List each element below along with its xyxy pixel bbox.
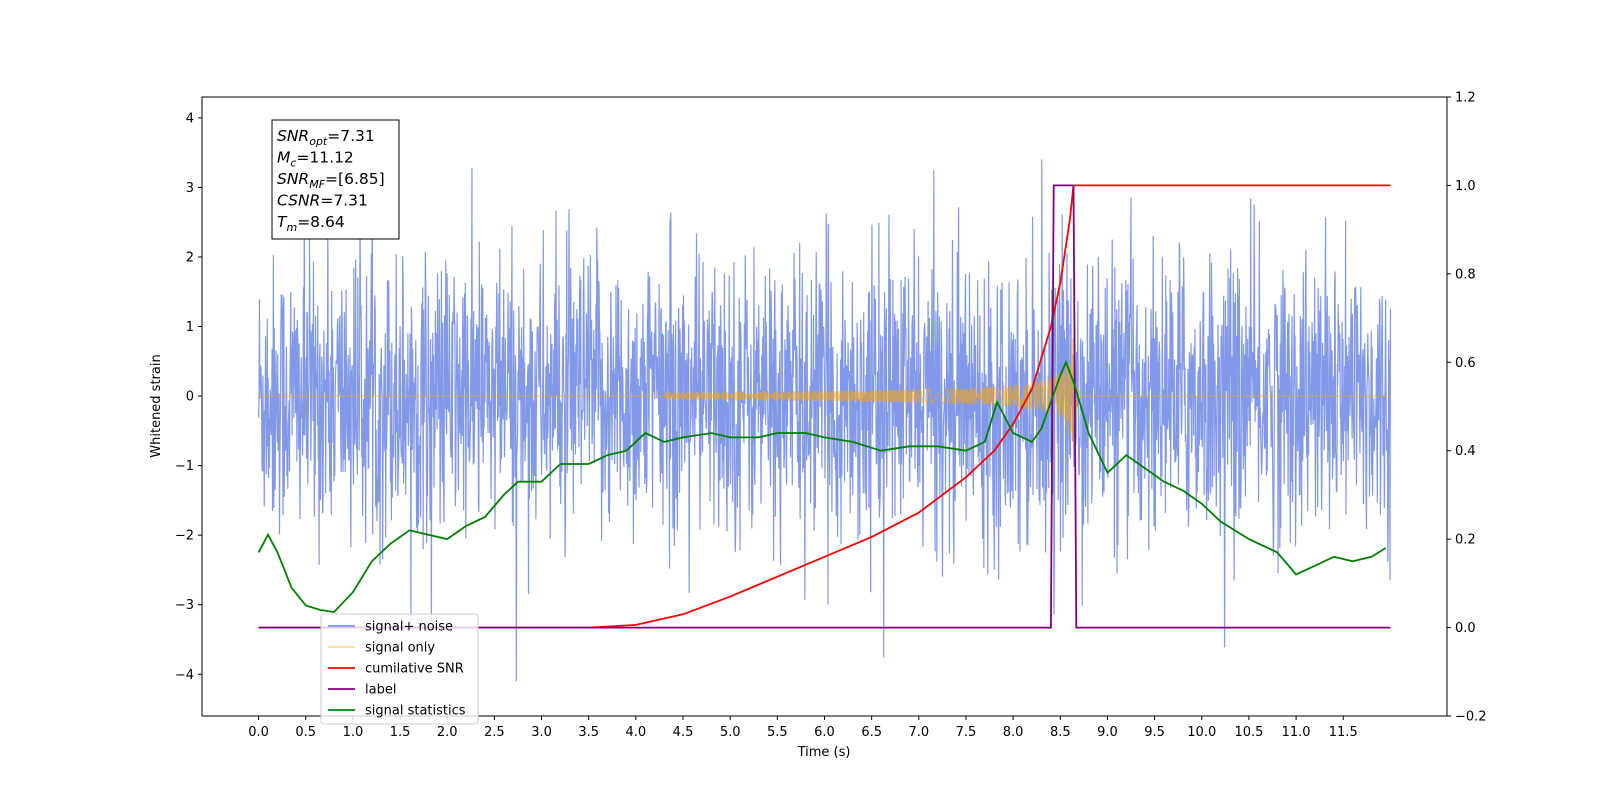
x-tick-label: 3.5	[578, 725, 599, 740]
y-left-tick-label: −4	[175, 668, 194, 683]
info-box-line: SNRMF=[6.85]	[277, 170, 385, 191]
y-left-tick-label: 0	[186, 390, 194, 405]
legend: signal+ noise signal only cumilative SNR la…	[320, 613, 479, 725]
y-right-tick-label: 0.4	[1455, 444, 1476, 459]
series-signal-plus-noise	[257, 135, 1392, 682]
y-right-tick-label: −0.2	[1455, 710, 1487, 725]
info-box: SNRopt=7.31Mc=11.12SNRMF=[6.85]CSNR=7.31…	[271, 119, 400, 240]
x-tick-label: 7.5	[956, 725, 977, 740]
x-tick-label: 0.0	[248, 725, 269, 740]
y-axis-right-ticks: 1.2 1.0 0.8 0.6 0.4 0.2 0.0 −0.2	[1447, 91, 1487, 725]
y-axis-label: Whitened strain	[149, 354, 164, 457]
x-tick-label: 5.5	[767, 725, 788, 740]
y-axis-left-ticks: 4 3 2 1 0 −1 −2 −3 −4	[175, 111, 202, 683]
y-right-tick-label: 1.2	[1455, 91, 1476, 106]
y-right-tick-label: 0.6	[1455, 356, 1476, 371]
x-tick-label: 2.0	[437, 725, 458, 740]
x-tick-label: 4.0	[626, 725, 647, 740]
info-box-line: Tm=8.64	[277, 213, 345, 234]
x-tick-label: 1.0	[343, 725, 364, 740]
legend-label: cumilative SNR	[365, 662, 464, 677]
legend-label: signal statistics	[365, 704, 466, 719]
legend-label: signal+ noise	[365, 620, 453, 635]
x-tick-label: 6.5	[861, 725, 882, 740]
x-axis-ticks: 0.0 0.5 1.0 1.5 2.0 2.5 3.0 3.5 4.0 4.5 5.0 5.5 6.0 6…	[248, 716, 1358, 740]
legend-label: signal only	[365, 641, 435, 656]
x-tick-label: 10.0	[1187, 725, 1216, 740]
y-left-tick-label: −2	[175, 529, 194, 544]
x-tick-label: 9.0	[1097, 725, 1118, 740]
x-tick-label: 10.5	[1234, 725, 1263, 740]
x-tick-label: 6.0	[814, 725, 835, 740]
y-right-tick-label: 0.8	[1455, 267, 1476, 282]
info-box-line: SNRopt=7.31	[277, 127, 375, 148]
y-right-tick-label: 1.0	[1455, 179, 1476, 194]
x-tick-label: 7.0	[908, 725, 929, 740]
legend-frame	[320, 613, 479, 725]
x-tick-label: 8.0	[1003, 725, 1024, 740]
series-signal-only	[258, 337, 1391, 443]
x-tick-label: 11.0	[1282, 725, 1311, 740]
series-line-cumilative-snr	[258, 184, 1391, 629]
signal-only-line	[258, 337, 1391, 443]
y-left-tick-label: 1	[186, 320, 194, 335]
y-left-tick-label: 4	[186, 111, 194, 126]
info-box-frame	[271, 119, 400, 240]
series-line-label	[258, 184, 1391, 629]
x-tick-label: 2.5	[484, 725, 505, 740]
x-tick-label: 5.0	[720, 725, 741, 740]
x-tick-label: 3.0	[531, 725, 552, 740]
y-right-tick-label: 0.0	[1455, 621, 1476, 636]
plot-area	[257, 135, 1392, 682]
series-line-signal-statistics	[257, 359, 1387, 614]
x-tick-label: 9.5	[1144, 725, 1165, 740]
legend-label: label	[365, 683, 396, 698]
y-left-tick-label: −3	[175, 598, 194, 613]
y-left-tick-label: −1	[175, 459, 194, 474]
signal-plus-noise-line	[257, 135, 1392, 682]
y-left-tick-label: 3	[186, 181, 194, 196]
x-tick-label: 1.5	[390, 725, 411, 740]
series-lines	[257, 184, 1391, 629]
info-box-line: CSNR=7.31	[277, 192, 368, 210]
x-tick-label: 8.5	[1050, 725, 1071, 740]
x-axis-label: Time (s)	[797, 745, 851, 760]
x-tick-label: 0.5	[295, 725, 316, 740]
x-tick-label: 11.5	[1329, 725, 1358, 740]
y-right-tick-label: 0.2	[1455, 533, 1476, 548]
x-tick-label: 4.5	[673, 725, 694, 740]
y-left-tick-label: 2	[186, 250, 194, 265]
info-box-line: Mc=11.12	[277, 149, 354, 170]
